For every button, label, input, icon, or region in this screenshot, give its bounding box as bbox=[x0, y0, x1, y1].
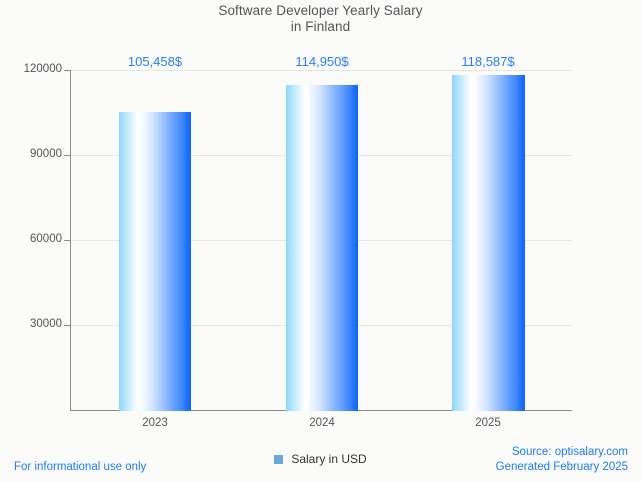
y-axis-tick-label: 30000 bbox=[30, 318, 62, 330]
chart-title: Software Developer Yearly Salary in Finl… bbox=[0, 3, 641, 35]
plot-area bbox=[71, 70, 572, 411]
y-axis-line bbox=[70, 70, 71, 411]
x-axis-label-2024: 2024 bbox=[309, 417, 335, 429]
chart-title-line-1: Software Developer Yearly Salary bbox=[218, 3, 423, 18]
source-line: Source: optisalary.com bbox=[511, 446, 628, 458]
y-tick-mark bbox=[64, 325, 70, 326]
legend-swatch-icon bbox=[274, 454, 284, 464]
chart-legend: Salary in USD bbox=[0, 452, 641, 467]
gridline-120000 bbox=[71, 70, 572, 71]
chart-title-line-2: in Finland bbox=[290, 19, 351, 34]
bar-2025[interactable] bbox=[452, 75, 525, 411]
y-axis-tick-label: 90000 bbox=[30, 148, 62, 160]
generated-line: Generated February 2025 bbox=[495, 461, 628, 473]
y-tick-mark bbox=[64, 240, 70, 241]
legend-item-salary-in-usd[interactable]: Salary in USD bbox=[274, 452, 367, 466]
source-attribution: Source: optisalary.com Generated Februar… bbox=[496, 445, 628, 475]
x-axis-label-2025: 2025 bbox=[475, 417, 501, 429]
legend-item-label: Salary in USD bbox=[291, 452, 367, 466]
y-tick-mark bbox=[64, 155, 70, 156]
bar-2024[interactable] bbox=[286, 85, 358, 411]
data-label-2025: 118,587$ bbox=[461, 54, 515, 69]
y-axis-tick-label: 60000 bbox=[30, 233, 62, 245]
y-axis-tick-label: 120000 bbox=[23, 63, 62, 75]
y-tick-mark bbox=[64, 70, 70, 71]
x-axis-label-2023: 2023 bbox=[142, 417, 168, 429]
bar-2023[interactable] bbox=[119, 112, 191, 411]
data-label-2023: 105,458$ bbox=[127, 54, 183, 69]
informational-use-note: For informational use only bbox=[14, 461, 147, 473]
data-label-2024: 114,950$ bbox=[295, 54, 349, 69]
